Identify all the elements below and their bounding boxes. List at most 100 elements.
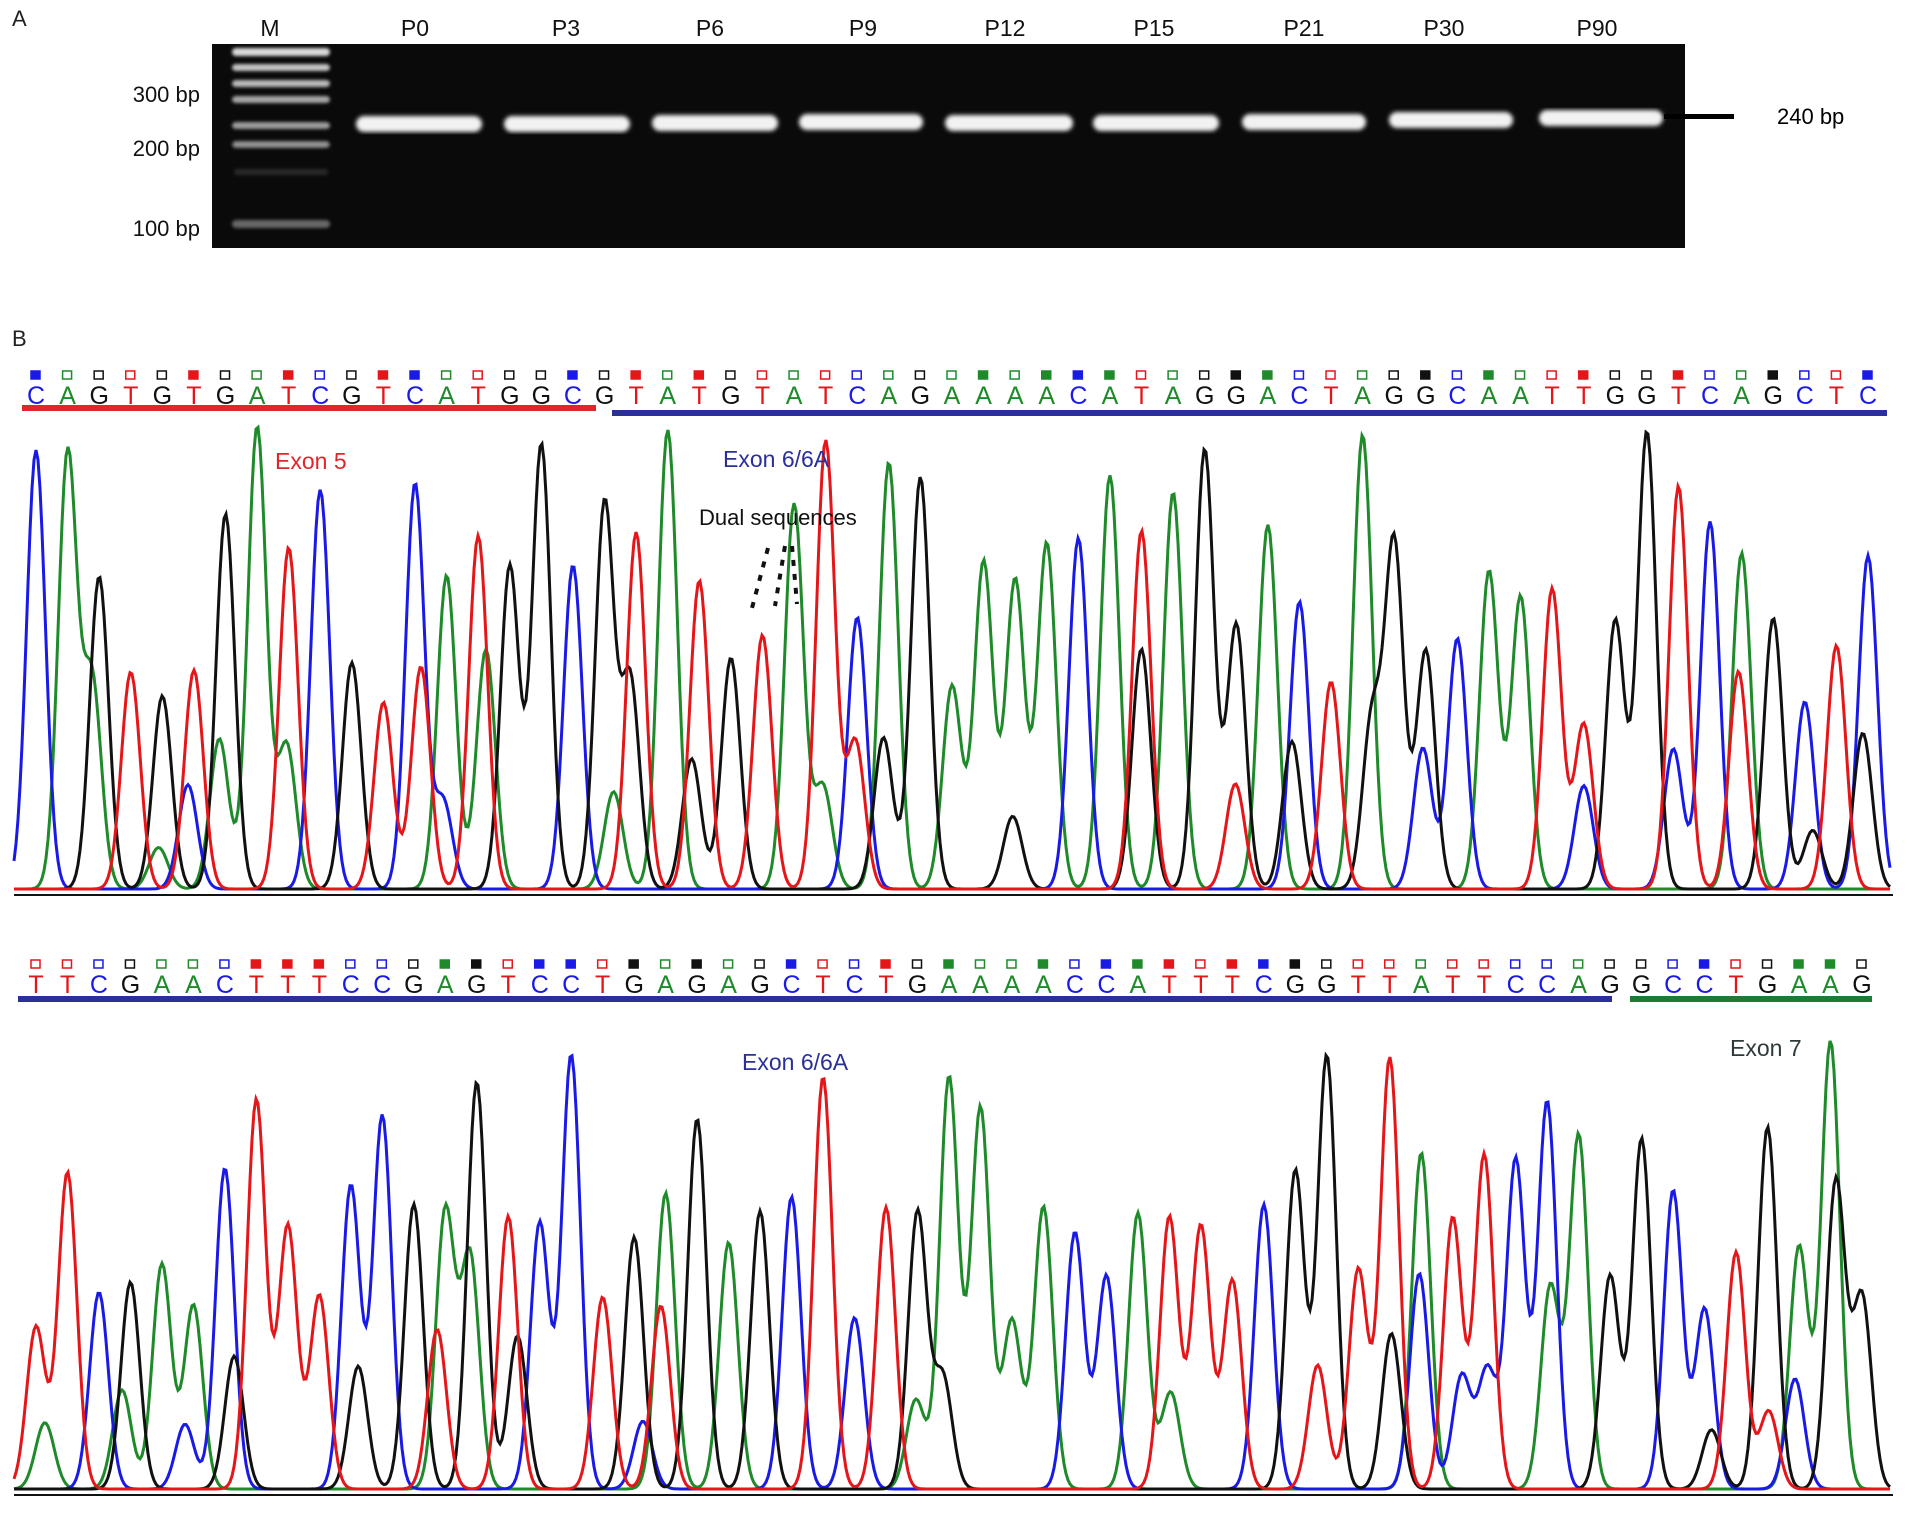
base-call: A: [1822, 971, 1839, 999]
exon6-bar-row1: [612, 410, 1887, 416]
base-call: A: [437, 971, 454, 999]
quality-marker: [1135, 370, 1147, 380]
base-call: G: [1317, 971, 1336, 999]
base-call: A: [880, 382, 897, 410]
base-call: C: [27, 382, 45, 410]
ladder-label-300: 300 bp: [132, 82, 200, 107]
base-call: C: [1069, 382, 1087, 410]
dual-sequences-label: Dual sequences: [699, 505, 857, 530]
base-call: T: [1323, 382, 1338, 410]
base-call: G: [1195, 382, 1214, 410]
base-call: G: [1852, 971, 1871, 999]
quality-marker: [1132, 959, 1143, 969]
base-call: A: [1038, 382, 1055, 410]
quality-marker: [1572, 959, 1584, 969]
base-call: C: [783, 971, 801, 999]
base-call: T: [249, 971, 264, 999]
base-call: T: [1134, 382, 1149, 410]
quality-marker: [817, 959, 828, 969]
base-call: A: [1791, 971, 1808, 999]
quality-marker: [943, 959, 954, 969]
quality-marker: [1793, 959, 1804, 969]
lane-label-p12: P12: [984, 15, 1026, 41]
quality-marker: [1289, 959, 1301, 969]
quality-marker: [1546, 370, 1557, 380]
dual-sequence-marks: [750, 545, 799, 609]
base-call: G: [1416, 382, 1435, 410]
sample-bands: [356, 110, 1663, 132]
base-call: G: [342, 382, 361, 410]
band-size-label: 240 bp: [1777, 104, 1845, 129]
quality-marker: [1446, 959, 1458, 969]
base-call: G: [908, 971, 927, 999]
base-call: A: [941, 971, 958, 999]
quality-marker: [1100, 959, 1112, 969]
base-call: A: [1165, 382, 1182, 410]
base-call: A: [972, 971, 989, 999]
base-call: C: [1796, 382, 1814, 410]
quality-marker: [1041, 370, 1052, 380]
base-call: G: [595, 382, 614, 410]
lane-label-p3: P3: [551, 15, 581, 41]
quality-marker: [1104, 370, 1115, 380]
base-call: C: [1696, 971, 1714, 999]
base-call: A: [1413, 971, 1430, 999]
quality-marker: [282, 959, 293, 969]
base-call: A: [59, 382, 76, 410]
quality-marker: [630, 370, 641, 380]
ladder-bands: [232, 48, 330, 228]
base-call: C: [1664, 971, 1682, 999]
panel-a-label: A: [12, 6, 27, 31]
base-call: C: [1066, 971, 1084, 999]
quality-marker: [1483, 370, 1494, 380]
quality-marker: [1541, 959, 1552, 969]
quality-marker: [1415, 959, 1426, 969]
quality-marker: [565, 959, 576, 969]
base-call: T: [692, 382, 707, 410]
quality-marker: [880, 959, 891, 969]
base-call: T: [1477, 971, 1492, 999]
quality-marker: [1641, 370, 1652, 380]
quality-marker: [1609, 370, 1621, 380]
quality-marker: [219, 959, 230, 969]
quality-marker: [596, 959, 608, 969]
base-call: A: [185, 971, 202, 999]
base-call: A: [1570, 971, 1587, 999]
quality-marker: [440, 370, 452, 380]
quality-marker: [756, 370, 768, 380]
base-call: T: [818, 382, 833, 410]
lane-label-p30: P30: [1423, 15, 1465, 41]
quality-marker: [883, 370, 894, 380]
base-call: T: [28, 971, 43, 999]
quality-marker: [30, 959, 41, 969]
base-call: G: [1384, 382, 1403, 410]
quality-marker: [1230, 370, 1242, 380]
base-call: G: [467, 971, 486, 999]
lane-label-p0: P0: [400, 15, 430, 41]
base-call: G: [153, 382, 172, 410]
quality-marker: [1384, 959, 1395, 969]
gel-image: [212, 44, 1685, 248]
base-call: T: [1162, 971, 1177, 999]
base-call: T: [1576, 382, 1591, 410]
quality-marker: [504, 370, 515, 380]
quality-marker: [628, 959, 639, 969]
base-call: C: [1448, 382, 1466, 410]
base-call: G: [121, 971, 140, 999]
quality-marker: [911, 959, 923, 969]
quality-marker: [502, 959, 513, 969]
quality-marker: [785, 959, 797, 969]
base-call: G: [1227, 382, 1246, 410]
base-call: A: [438, 382, 455, 410]
base-call: C: [1859, 382, 1877, 410]
quality-marker: [345, 959, 356, 969]
quality-marker: [93, 959, 104, 969]
quality-marker: [1258, 959, 1269, 969]
base-call: T: [312, 971, 327, 999]
base-call: T: [280, 971, 295, 999]
base-call: G: [687, 971, 706, 999]
base-call: T: [1225, 971, 1240, 999]
quality-marker: [439, 959, 451, 969]
